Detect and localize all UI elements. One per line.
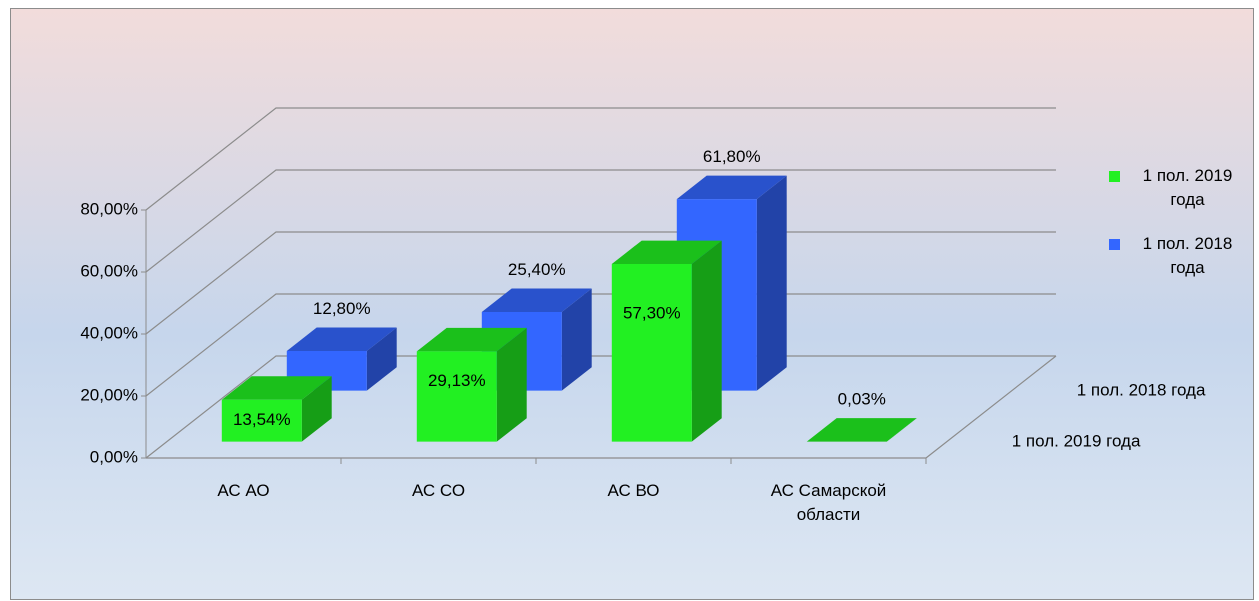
data-label: 12,80% [313,299,371,318]
bar-side [496,327,527,442]
data-label: 57,30% [623,304,681,323]
data-label: 25,40% [508,260,566,279]
x-tick-label: АС СО [411,481,466,500]
grid-line [145,293,1056,397]
bar-side [366,327,397,391]
grid-line [145,107,1056,211]
bar-side [756,175,787,391]
bar-top [611,240,722,265]
legend-swatch [1109,239,1120,250]
y-tick-label: 80,00% [80,199,138,218]
grid-line [145,355,1056,459]
grid-line [145,169,1056,273]
bar-side [691,240,722,442]
bar-side [886,418,917,442]
chart-frame: 0,00% 20,00% 40,00% 60,00% 80,00% 12,80% 25,40… [10,8,1254,600]
x-tick-label: АС Самарской области [770,481,887,524]
bar [416,351,497,442]
data-label: 0,03% [838,390,886,409]
data-label: 61,80% [703,147,761,166]
y-tick-label: 60,00% [80,261,138,280]
x-tick-label: АС АО [217,481,270,500]
legend-swatch [1109,171,1120,182]
chart: 0,00% 20,00% 40,00% 60,00% 80,00% 12,80% 25,40… [80,107,1206,466]
data-label: 13,54% [233,410,291,429]
bar-side [301,376,332,442]
bar-top [676,175,787,200]
depth-axis-label: 1 пол. 2018 года [1077,380,1206,399]
bar-top [416,327,527,352]
y-tick-label: 20,00% [80,385,138,404]
legend-label: 1 пол. 2018 года [1142,234,1233,277]
bar [611,264,692,442]
depth-axis-label: 1 пол. 2019 года [1012,431,1141,450]
bar-top [806,418,917,442]
bar-top [221,376,332,400]
bar-side [561,288,592,391]
data-label: 29,13% [428,371,486,390]
bar [221,399,302,442]
y-tick-label: 40,00% [80,323,138,342]
legend-label: 1 пол. 2019 года [1142,166,1233,209]
y-tick-label: 0,00% [90,447,138,466]
grid-line [145,231,1056,335]
bar-top [286,327,397,351]
x-tick-label: АС ВО [607,481,660,500]
bar-top [481,288,592,312]
